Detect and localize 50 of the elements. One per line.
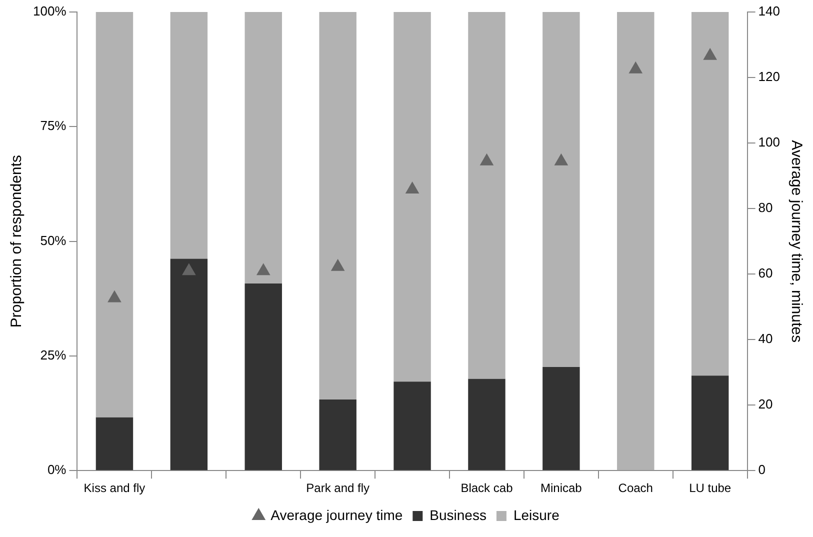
bar	[244, 283, 282, 470]
bar	[691, 12, 729, 376]
y-tick-label: 25%	[40, 348, 67, 363]
bar	[468, 12, 506, 379]
bar	[394, 12, 431, 382]
bar	[96, 12, 134, 418]
y2-tick-label: 60	[758, 266, 773, 281]
x-tick-label: LU tube	[689, 481, 732, 496]
x-tick-label: Black cab	[460, 481, 514, 496]
bar	[542, 12, 580, 367]
bar	[617, 12, 654, 470]
x-tick-label: Minicab	[540, 481, 582, 496]
y-tick-label: 0%	[47, 462, 67, 478]
point	[406, 182, 419, 194]
y2-tick-label: 80	[758, 200, 773, 216]
legend-label: Leisure	[513, 506, 560, 523]
point	[182, 264, 196, 276]
point	[108, 290, 122, 302]
bar	[468, 378, 506, 470]
y2-tick-label: 140	[758, 4, 780, 19]
bar	[244, 12, 282, 284]
legend-label: Average journey time	[270, 506, 403, 523]
y-tick-label: 75%	[40, 118, 67, 134]
y2-tick-label: 100	[758, 134, 780, 150]
y2-axis-title: Average journey time, minutes	[788, 140, 805, 342]
x-tick-label: Kiss and fly	[84, 481, 146, 496]
point	[629, 62, 642, 74]
point	[704, 48, 717, 60]
y2-tick-label: 0	[758, 462, 766, 478]
point	[256, 264, 270, 276]
bar	[394, 382, 431, 470]
bar	[96, 417, 134, 470]
x-tick-label: Park and fly	[306, 481, 370, 496]
y2-tick-label: 20	[758, 396, 773, 412]
x-tick-label: Coach	[618, 481, 653, 496]
bar	[319, 12, 356, 400]
point	[331, 259, 344, 271]
point	[554, 154, 568, 166]
bar	[170, 258, 208, 470]
bar	[319, 400, 356, 470]
point	[480, 154, 494, 166]
y-tick-label: 50%	[40, 232, 67, 248]
y2-tick-label: 120	[758, 69, 780, 84]
legend-label: Business	[430, 506, 486, 523]
y-tick-label: 100%	[33, 4, 67, 19]
y2-tick-label: 40	[758, 331, 773, 346]
y-axis-title: Proportion of respondents	[8, 154, 26, 328]
bar	[691, 376, 729, 470]
bar	[170, 12, 208, 259]
bar	[542, 366, 580, 470]
